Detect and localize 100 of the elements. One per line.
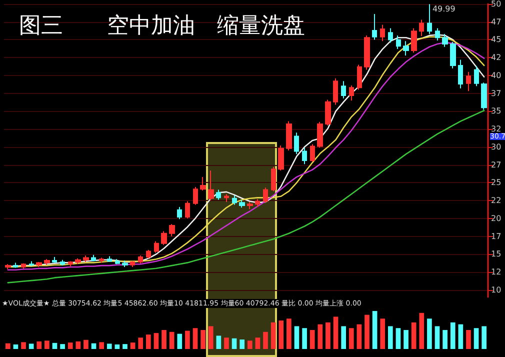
bar xyxy=(99,342,104,349)
candlestick xyxy=(372,14,377,40)
bar xyxy=(255,338,260,349)
candlestick xyxy=(419,19,424,37)
bar xyxy=(278,320,284,349)
candlestick xyxy=(83,255,89,262)
candlestick xyxy=(154,240,159,254)
candlestick xyxy=(396,34,401,50)
bar xyxy=(36,341,42,349)
bar xyxy=(419,312,424,349)
candlestick xyxy=(52,256,57,264)
bar xyxy=(240,340,245,349)
candlestick xyxy=(403,40,409,56)
bar xyxy=(76,341,81,349)
bar xyxy=(434,326,440,349)
candlestick xyxy=(44,258,50,266)
bar xyxy=(348,328,354,349)
candlestick xyxy=(185,200,190,219)
candlestick xyxy=(247,201,253,210)
candlestick xyxy=(481,82,487,110)
bar xyxy=(458,324,464,349)
candlestick xyxy=(107,256,112,262)
y-tick-label: 47 xyxy=(491,17,502,26)
candlestick xyxy=(91,254,96,262)
bar xyxy=(380,318,386,349)
bar xyxy=(91,343,96,349)
bar xyxy=(404,330,408,349)
candlestick xyxy=(411,28,417,54)
bar xyxy=(106,344,112,349)
bar xyxy=(442,330,448,349)
bar xyxy=(162,330,166,349)
bar xyxy=(396,328,401,349)
candlestick xyxy=(357,64,362,90)
bar xyxy=(372,311,378,349)
y-tick-label: 37 xyxy=(491,88,502,98)
y-tick-label: 12 xyxy=(491,267,502,276)
line-series xyxy=(7,110,485,284)
bar xyxy=(427,318,432,349)
y-tick-label: 40 xyxy=(491,70,502,80)
y-tick-label: 27 xyxy=(491,160,502,170)
candlestick xyxy=(442,34,448,48)
candlestick xyxy=(60,259,65,266)
bar xyxy=(122,344,128,349)
bar xyxy=(44,340,50,349)
y-tick-label: 10 xyxy=(491,285,502,294)
candlestick xyxy=(177,206,182,220)
candlestick xyxy=(115,258,120,265)
candlestick xyxy=(224,194,229,202)
bar xyxy=(60,344,65,349)
candlestick xyxy=(68,260,73,267)
bar xyxy=(130,342,136,349)
bar xyxy=(356,324,362,349)
y-tick-label: 50 xyxy=(491,0,502,8)
bar xyxy=(224,338,229,349)
candlestick xyxy=(388,28,393,44)
candlestick xyxy=(13,262,18,268)
candlestick xyxy=(138,255,143,264)
candlestick xyxy=(239,199,245,208)
bar xyxy=(286,318,292,349)
y-tick-label: 32 xyxy=(491,124,502,134)
bar xyxy=(294,326,300,349)
candlestick xyxy=(427,4,432,35)
bar xyxy=(302,328,307,349)
bar xyxy=(208,326,214,349)
candlestick xyxy=(21,262,26,269)
candlestick xyxy=(310,144,315,162)
candlestick xyxy=(29,260,34,267)
candlestick xyxy=(146,249,151,259)
bar xyxy=(318,324,323,349)
bar xyxy=(52,342,58,349)
bar xyxy=(364,314,370,349)
bar xyxy=(341,326,346,349)
bar xyxy=(154,333,159,349)
bar xyxy=(114,344,120,349)
bar xyxy=(13,344,18,349)
candlestick xyxy=(130,260,135,268)
y-tick-label: 22 xyxy=(491,196,502,206)
candlestick xyxy=(200,176,206,192)
candlestick xyxy=(208,170,214,202)
y-tick-label: 15 xyxy=(491,250,502,259)
bar xyxy=(482,326,487,349)
bar xyxy=(216,336,222,349)
bar xyxy=(411,322,416,349)
bar xyxy=(450,322,456,349)
annotation: 49.99 xyxy=(432,4,456,14)
y-tick-label: 35 xyxy=(491,106,502,116)
candlestick xyxy=(5,264,11,270)
bar xyxy=(474,328,479,349)
candlestick xyxy=(317,121,323,148)
bar xyxy=(5,343,10,349)
y-tick-label: 42 xyxy=(491,53,502,62)
bar xyxy=(247,340,252,349)
y-tick-label: 25 xyxy=(491,178,502,188)
candlestick xyxy=(458,59,463,89)
candlestick xyxy=(450,41,456,69)
candlestick xyxy=(122,260,128,268)
bar xyxy=(68,342,73,349)
bar xyxy=(169,332,174,349)
candlestick xyxy=(302,147,307,165)
bar xyxy=(270,322,276,349)
